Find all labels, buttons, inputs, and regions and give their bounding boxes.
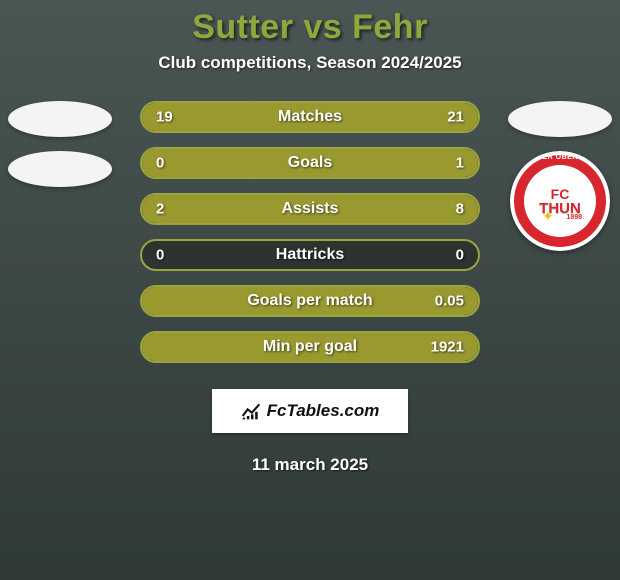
bar-value-left: 19	[156, 109, 173, 126]
content-wrapper: Sutter vs Fehr Club competitions, Season…	[0, 0, 620, 580]
stat-bar-row: Min per goal 1921	[140, 331, 480, 363]
chart-icon	[241, 401, 261, 421]
club-badge-year: 1898	[566, 214, 582, 221]
bar-value-right: 1	[456, 155, 464, 172]
stat-bars: Matches1921Goals01Assists28Hattricks00Go…	[140, 101, 480, 363]
bar-fill-left	[142, 195, 209, 223]
bar-fill-right	[209, 195, 478, 223]
bar-value-right: 1921	[431, 339, 464, 356]
stat-bar-row: Hattricks 0 0	[140, 239, 480, 271]
bar-value-left: 2	[156, 201, 164, 218]
bar-value-right: 0	[456, 247, 464, 264]
stat-bar-row: Matches 19 21	[140, 101, 480, 133]
club-left-placeholder-1	[8, 101, 112, 137]
stat-bar-row: Goals per match 0.05	[140, 285, 480, 317]
star-icon: ✦	[542, 208, 554, 225]
club-right-column: BERNER OBERLAND FC THUN ✦ 1898	[500, 101, 620, 251]
bar-value-left: 0	[156, 247, 164, 264]
bar-value-right: 21	[447, 109, 464, 126]
bar-label: Min per goal	[263, 338, 357, 356]
bar-label: Assists	[282, 200, 339, 218]
brand-box: FcTables.com	[212, 389, 408, 433]
club-right-placeholder-1	[508, 101, 612, 137]
club-left-column	[0, 101, 120, 187]
stat-bar-row: Goals 0 1	[140, 147, 480, 179]
bar-label: Goals per match	[247, 292, 372, 310]
bar-value-right: 8	[456, 201, 464, 218]
club-left-placeholder-2	[8, 151, 112, 187]
brand-text: FcTables.com	[267, 401, 380, 421]
comparison-area: BERNER OBERLAND FC THUN ✦ 1898 Matches 19…	[0, 101, 620, 371]
club-badge-arc-text: BERNER OBERLAND	[521, 154, 600, 161]
stat-bar-row: Assists 2 8	[140, 193, 480, 225]
bar-label: Matches	[278, 108, 342, 126]
page-title: Sutter vs Fehr	[192, 8, 428, 47]
bar-label: Goals	[288, 154, 332, 172]
club-badge-line1: FC	[551, 187, 570, 201]
page-subtitle: Club competitions, Season 2024/2025	[158, 53, 461, 73]
club-right-badge: BERNER OBERLAND FC THUN ✦ 1898	[510, 151, 610, 251]
bar-value-right: 0.05	[435, 293, 464, 310]
bar-label: Hattricks	[276, 246, 344, 264]
club-badge-inner: FC THUN ✦ 1898	[524, 165, 596, 237]
bar-value-left: 0	[156, 155, 164, 172]
date-text: 11 march 2025	[252, 455, 368, 475]
